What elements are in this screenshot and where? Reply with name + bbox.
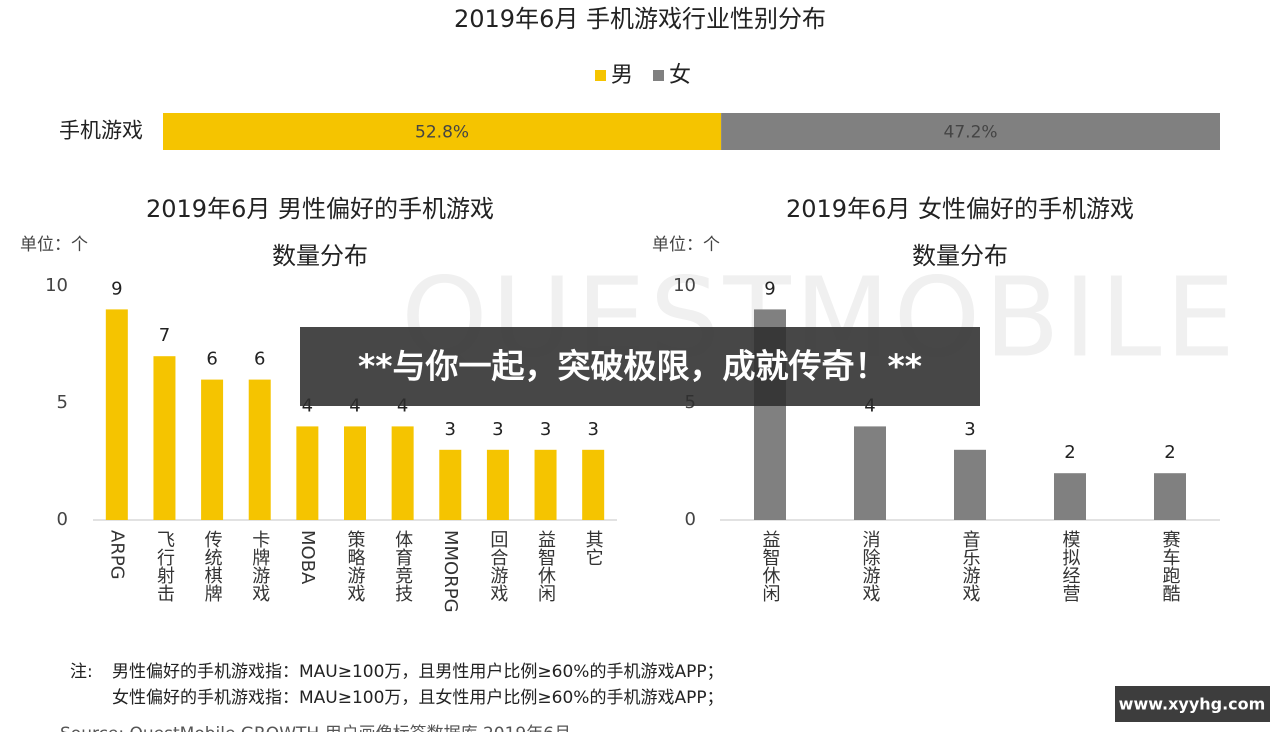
data-label: 9 [111,278,122,299]
data-label: 6 [254,349,265,370]
y-axis-label: 单位：个 [20,235,88,255]
y-tick-label: 10 [673,275,696,296]
bar [854,426,886,520]
bar [534,449,557,520]
chart-title: 2019年6月 手机游戏行业性别分布 [454,5,826,33]
x-tick-label: 传统棋牌 [202,530,223,602]
bar [439,449,462,520]
data-label: 3 [492,419,503,440]
bar-segment [721,113,1220,150]
x-tick-label: 益智休闲 [760,530,781,602]
bar [391,426,414,520]
data-label: 3 [587,419,598,440]
x-tick-label: 其它 [583,530,604,566]
bar [582,449,605,520]
overlay-banner [300,327,980,406]
y-tick-label: 10 [45,275,68,296]
site-text: www.xyyhg.com [1119,695,1266,714]
y-tick-label: 5 [57,392,68,413]
x-tick-label: 回合游戏 [487,530,508,602]
x-tick-label: 卡牌游戏 [249,530,270,602]
chart-subtitle: 数量分布 [912,242,1008,270]
bar [486,449,509,520]
y-tick-label: 0 [57,509,68,530]
x-tick-label: 模拟经营 [1060,530,1081,602]
x-tick-label: 益智休闲 [535,530,556,602]
data-label: 7 [159,325,170,346]
data-label: 6 [206,349,217,370]
x-tick-label: MMORPG [440,530,461,613]
legend-swatch [653,70,664,81]
x-tick-label: ARPG [106,530,127,580]
chart-subtitle: 数量分布 [272,242,368,270]
legend-label: 女 [669,63,691,88]
bar [344,426,366,520]
y-tick-label: 0 [685,509,696,530]
x-tick-label: 策略游戏 [345,530,366,602]
bar [1054,473,1086,520]
note-line: 男性偏好的手机游戏指：MAU≥100万，且男性用户比例≥60%的手机游戏APP； [112,662,724,682]
data-label: 3 [540,419,551,440]
data-label: 52.8% [415,123,469,143]
x-tick-label: 赛车跑酷 [1160,530,1181,602]
x-tick-label: 飞行射击 [154,530,175,602]
data-label: 9 [764,278,775,299]
bar [105,309,128,520]
y-axis-label: 单位：个 [652,235,720,255]
data-label: 2 [1164,442,1175,463]
data-label: 3 [445,419,456,440]
y-tick-label: 手机游戏 [59,119,143,143]
source: Source: QuestMobile GROWTH 用户画像标签数据库 201… [60,724,571,732]
chart-title: 2019年6月 男性偏好的手机游戏 [146,195,494,223]
bar [1154,473,1186,520]
site-badge [1115,686,1270,722]
bar [954,449,986,520]
bar [201,379,224,520]
note-line: 女性偏好的手机游戏指：MAU≥100万，且女性用户比例≥60%的手机游戏APP； [112,688,724,708]
x-tick-label: 体育竞技 [392,530,413,603]
x-tick-label: MOBA [297,530,318,585]
bar [153,356,176,520]
legend-swatch [595,70,606,81]
data-label: 2 [1064,442,1075,463]
bar-segment [163,113,722,150]
bar [296,426,319,520]
overlay-text: **与你一起，突破极限，成就传奇！** [358,347,922,386]
x-tick-label: 音乐游戏 [960,530,981,602]
note-label: 注: [70,662,93,682]
legend-label: 男 [611,63,633,88]
bar [248,379,271,520]
x-tick-label: 消除游戏 [860,530,881,602]
data-label: 3 [964,419,975,440]
data-label: 47.2% [944,123,998,143]
chart-title: 2019年6月 女性偏好的手机游戏 [786,195,1134,223]
